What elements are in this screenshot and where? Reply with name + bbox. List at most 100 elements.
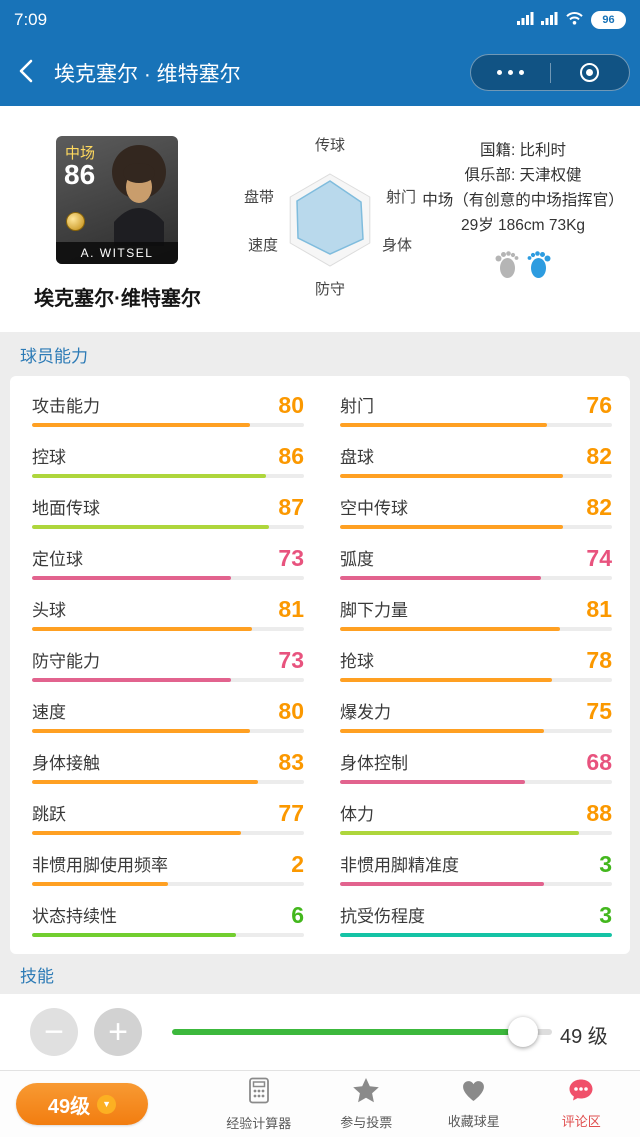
bottom-bar: 49级 ▼ 经验计算器 参与投票 收藏球星 [0,1070,640,1137]
stat-label: 身体接触 [32,754,100,773]
footer-label: 经验计算器 [226,1115,292,1131]
stat-row: 抗受伤程度 3 [340,902,612,953]
chevron-down-icon: ▼ [97,1094,117,1114]
stat-row: 盘球 82 [340,443,612,494]
radar-label-shooting: 射门 [385,189,416,206]
footer-label: 评论区 [561,1114,601,1129]
player-card: 中场 86 A. WITSEL [56,136,178,264]
stat-value: 2 [291,851,304,877]
stat-row: 脚下力量 81 [340,596,612,647]
stat-row: 体力 88 [340,800,612,851]
stat-row: 身体接触 83 [32,749,304,800]
wifi-icon [565,11,584,30]
favorite-button[interactable]: 收藏球星 [420,1071,528,1137]
level-value: 49 级 [560,1026,608,1048]
stat-row: 身体控制 68 [340,749,612,800]
more-options-button[interactable] [471,55,550,90]
stat-label: 地面传球 [32,499,100,518]
level-slider-knob[interactable] [508,1017,538,1047]
stat-bar [32,780,304,784]
dot-icon [496,70,502,75]
signal-icon-sim2 [541,11,558,30]
stat-bar [340,525,612,529]
stat-label: 身体控制 [340,754,408,773]
radar-polygon [289,173,371,267]
level-slider-track[interactable] [172,1029,552,1035]
star-icon [353,1077,380,1108]
stat-value: 81 [586,596,612,622]
stat-row: 攻击能力 80 [32,392,304,443]
section-title-skills: 技能 [20,966,54,986]
back-icon[interactable] [16,58,38,89]
stat-label: 爆发力 [340,703,391,722]
player-header: 中场 86 A. WITSEL 埃克塞尔·维特塞尔 传球 射门 身体 防守 速度… [0,106,640,332]
stat-label: 脚下力量 [340,601,408,620]
stat-row: 速度 80 [32,698,304,749]
medal-icon [66,212,85,231]
strong-foot-icon [526,248,552,288]
stat-bar [32,474,304,478]
stat-bar [32,729,304,733]
stat-row: 头球 81 [32,596,304,647]
abilities-card: 攻击能力 80 控球 86 地面传球 87 定位球 73 头球 81 防守能力 73 速度 80 身体接触 8… [10,376,630,954]
stat-bar [340,780,612,784]
stats-column-left: 攻击能力 80 控球 86 地面传球 87 定位球 73 头球 81 防守能力 73 速度 80 身体接触 8… [32,392,304,953]
role: 中场（有创意的中场指挥官） [422,192,624,209]
stat-value: 87 [278,494,304,520]
footer-label: 收藏球星 [447,1113,500,1129]
radar-label-defense: 防守 [314,281,345,298]
comments-button[interactable]: 评论区 [528,1071,636,1137]
stat-bar [32,831,304,835]
stat-label: 状态持续性 [32,907,117,926]
stat-row: 防守能力 73 [32,647,304,698]
player-full-name: 埃克塞尔·维特塞尔 [34,288,201,310]
section-title-abilities: 球员能力 [20,346,88,366]
close-miniprogram-button[interactable] [551,55,630,90]
stat-bar [32,525,304,529]
stat-label: 抗受伤程度 [340,907,425,926]
footer-label: 参与投票 [340,1115,393,1130]
stat-row: 非惯用脚使用频率 2 [32,851,304,902]
stat-value: 75 [586,698,612,724]
stat-value: 83 [278,749,304,775]
stat-label: 空中传球 [340,499,408,518]
stat-row: 状态持续性 6 [32,902,304,953]
calculator-icon [247,1077,271,1109]
stat-label: 弧度 [340,550,374,569]
stat-row: 定位球 73 [32,545,304,596]
stats-column-right: 射门 76 盘球 82 空中传球 82 弧度 74 脚下力量 81 抢球 78 爆发力 75 身体控制 68 体… [340,392,612,953]
weak-foot-icon [494,248,520,288]
stat-bar [32,423,304,427]
stat-row: 射门 76 [340,392,612,443]
stat-value: 77 [278,800,304,826]
stat-label: 头球 [32,601,66,620]
stat-value: 76 [586,392,612,418]
stat-value: 73 [278,545,304,571]
stat-value: 82 [586,494,612,520]
stat-value: 68 [586,749,612,775]
stat-row: 爆发力 75 [340,698,612,749]
foot-preference [420,248,626,288]
level-increase-button[interactable]: + [94,1008,142,1056]
page-title: 埃克塞尔 · 维特塞尔 [54,63,241,86]
capsule-divider [549,62,551,83]
level-select-button[interactable]: 49级 ▼ [16,1083,148,1125]
exp-calculator-button[interactable]: 经验计算器 [205,1071,313,1137]
stat-bar [340,729,612,733]
stat-row: 弧度 74 [340,545,612,596]
stat-row: 抢球 78 [340,647,612,698]
stat-label: 控球 [32,448,66,467]
stat-row: 空中传球 82 [340,494,612,545]
stat-bar [32,678,304,682]
radar-label-passing: 传球 [314,137,345,154]
stat-bar [32,576,304,580]
stat-value: 78 [586,647,612,673]
level-decrease-button[interactable]: − [30,1008,78,1056]
vote-button[interactable]: 参与投票 [313,1071,421,1137]
stat-label: 盘球 [340,448,374,467]
stat-bar [340,627,612,631]
stat-label: 抢球 [340,652,374,671]
club: 俱乐部: 天津权健 [464,167,582,184]
radar-label-speed: 速度 [248,237,279,254]
